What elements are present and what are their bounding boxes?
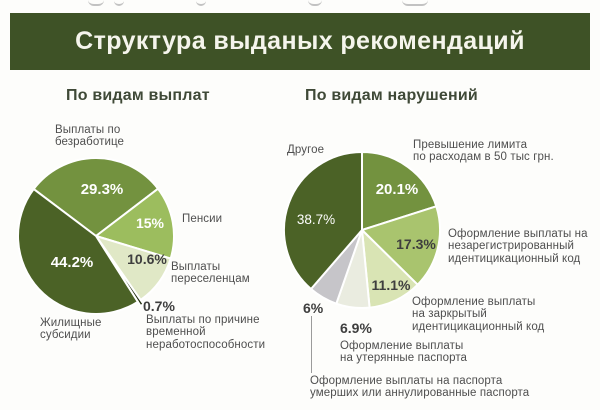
pie-slice-violations-1 <box>361 205 441 286</box>
pie-slice-violations-0 <box>361 151 438 231</box>
pct-pensions: 15% <box>135 215 165 231</box>
pct-housing: 44.2% <box>50 254 94 271</box>
pct-unemployment: 29.3% <box>80 181 124 198</box>
pct-deceased-passports: 6% <box>303 300 324 316</box>
cropped-content-artifact <box>308 0 322 6</box>
label-lost-passports: Оформление выплаты на утерянные паспорта <box>340 340 468 365</box>
callout-line-deceased-passports <box>311 316 312 373</box>
pct-limit-exceeded: 20.1% <box>375 181 419 198</box>
label-unregistered-id: Оформление выплаты на незарегистрированн… <box>448 228 588 265</box>
pct-lost-passports: 6.9% <box>340 320 372 336</box>
pct-other: 38.7% <box>296 212 336 227</box>
pie-slice-payments-0 <box>32 157 160 237</box>
label-housing-subsidies: Жилищные субсидии <box>40 317 102 342</box>
cropped-content-artifact <box>114 0 124 6</box>
pie-payments <box>17 157 175 315</box>
chart-payments-heading: По видам выплат <box>66 87 210 104</box>
title-banner: Структура выданых рекомендаций <box>10 13 590 70</box>
cropped-content-artifact <box>402 0 428 6</box>
pct-migrants: 10.6% <box>127 251 167 267</box>
label-deceased-passports: Оформление выплаты на паспорта умерших и… <box>310 375 530 400</box>
page-title: Структура выданых рекомендаций <box>75 27 525 55</box>
label-limit-exceeded: Превышение лимита по расходам в 50 тыс г… <box>413 139 554 164</box>
pie-slice-violations-5 <box>283 151 363 291</box>
label-pensions: Пенсии <box>182 213 223 225</box>
pie-slice-payments-4 <box>17 188 139 315</box>
label-closed-id: Оформление выплаты на заркрытый идентици… <box>412 296 545 333</box>
chart-violations-heading: По видам нарушений <box>305 87 478 104</box>
pct-unregistered-id: 17.3% <box>396 236 436 252</box>
pie-violations <box>283 151 441 309</box>
cropped-content-artifact <box>196 0 206 6</box>
label-migrant-payments: Выплаты переселенцам <box>171 261 250 286</box>
label-unemployment-payments: Выплаты по безработице <box>55 124 125 149</box>
cropped-content-artifact <box>88 0 104 6</box>
label-other: Другое <box>287 144 325 156</box>
label-disability-payments: Выплаты по причине временной неработоспо… <box>146 314 266 351</box>
pct-closed-id: 11.1% <box>371 277 411 293</box>
pct-disability: 0.7% <box>143 298 175 314</box>
